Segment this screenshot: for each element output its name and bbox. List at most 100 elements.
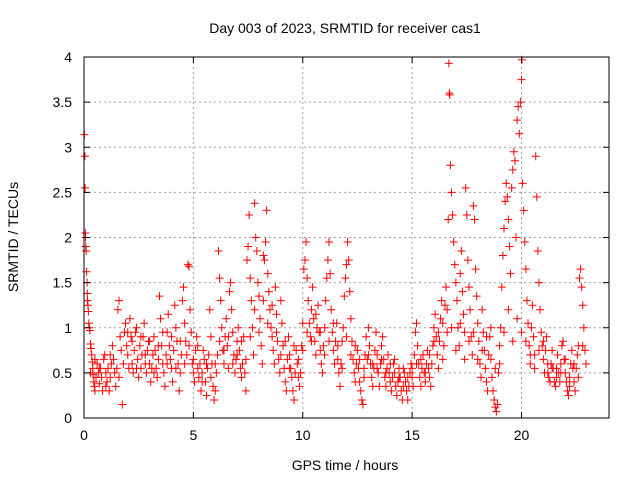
- data-point: [478, 346, 487, 355]
- data-point: [409, 382, 418, 391]
- data-point: [342, 260, 351, 269]
- data-point: [267, 323, 276, 332]
- data-point: [460, 355, 469, 364]
- data-point: [297, 341, 306, 350]
- data-point: [288, 386, 297, 395]
- data-point: [481, 364, 490, 373]
- data-point: [212, 368, 221, 377]
- data-point: [146, 377, 155, 386]
- data-point: [167, 332, 176, 341]
- data-point: [213, 350, 222, 359]
- data-point: [176, 337, 185, 346]
- data-point: [246, 332, 255, 341]
- data-point: [544, 373, 553, 382]
- data-point: [129, 368, 138, 377]
- data-point: [198, 377, 207, 386]
- data-point: [123, 350, 132, 359]
- data-point: [124, 364, 133, 373]
- data-point: [259, 296, 268, 305]
- data-point: [518, 179, 527, 188]
- data-point: [352, 359, 361, 368]
- data-point: [225, 287, 234, 296]
- data-point: [458, 287, 467, 296]
- data-point: [305, 319, 314, 328]
- data-point: [275, 368, 284, 377]
- data-point: [255, 292, 263, 301]
- data-point: [109, 355, 118, 364]
- data-point: [168, 377, 177, 386]
- data-point: [535, 346, 543, 355]
- data-point: [470, 215, 479, 224]
- data-point: [154, 355, 163, 364]
- data-point: [180, 319, 189, 328]
- data-point: [335, 382, 344, 391]
- data-point: [521, 337, 530, 346]
- data-point: [111, 382, 120, 391]
- data-point: [263, 319, 272, 328]
- data-point: [575, 274, 584, 283]
- data-point: [512, 233, 521, 242]
- data-point: [367, 373, 376, 382]
- data-point: [582, 359, 591, 368]
- data-point: [473, 319, 482, 328]
- data-point: [237, 337, 246, 346]
- x-tick-label: 0: [80, 427, 88, 443]
- data-point: [457, 247, 466, 256]
- data-point: [462, 210, 471, 219]
- data-point: [242, 256, 251, 265]
- data-point: [125, 314, 134, 323]
- data-point: [373, 350, 382, 359]
- data-point: [241, 355, 250, 364]
- data-point: [185, 262, 193, 271]
- data-point: [258, 359, 267, 368]
- data-point: [262, 206, 271, 215]
- data-point: [152, 364, 161, 373]
- data-point: [204, 350, 213, 359]
- data-point: [121, 319, 130, 328]
- data-point: [235, 346, 244, 355]
- data-point: [285, 364, 294, 373]
- data-point: [248, 323, 257, 332]
- data-point: [104, 364, 113, 373]
- data-point: [374, 368, 383, 377]
- data-point: [516, 98, 525, 107]
- data-point: [87, 350, 96, 359]
- data-point: [203, 364, 212, 373]
- data-point: [436, 314, 445, 323]
- data-point: [148, 350, 157, 359]
- data-point: [482, 332, 491, 341]
- data-point: [403, 373, 412, 382]
- data-point: [355, 377, 364, 386]
- data-point: [386, 359, 395, 368]
- data-point: [450, 260, 459, 269]
- data-point: [99, 355, 108, 364]
- data-point: [381, 368, 390, 377]
- data-point: [178, 296, 187, 305]
- data-point: [451, 278, 460, 287]
- data-point: [260, 256, 269, 265]
- data-point: [504, 215, 513, 224]
- x-tick-label: 5: [189, 427, 197, 443]
- data-point: [187, 328, 196, 337]
- data-point: [224, 364, 233, 373]
- data-point: [80, 152, 89, 161]
- data-point: [150, 368, 158, 377]
- data-point: [164, 310, 173, 319]
- data-point: [165, 341, 174, 350]
- data-point: [128, 337, 137, 346]
- data-point: [392, 391, 401, 400]
- data-point: [106, 373, 115, 382]
- data-point: [425, 373, 434, 382]
- data-point: [108, 341, 117, 350]
- data-point: [390, 368, 399, 377]
- data-point: [190, 377, 199, 386]
- data-point: [573, 350, 582, 359]
- data-point: [416, 355, 425, 364]
- data-point: [500, 224, 508, 233]
- data-point: [565, 373, 574, 382]
- data-point: [493, 400, 502, 409]
- data-point: [307, 337, 316, 346]
- data-point: [562, 377, 571, 386]
- data-point: [150, 332, 158, 341]
